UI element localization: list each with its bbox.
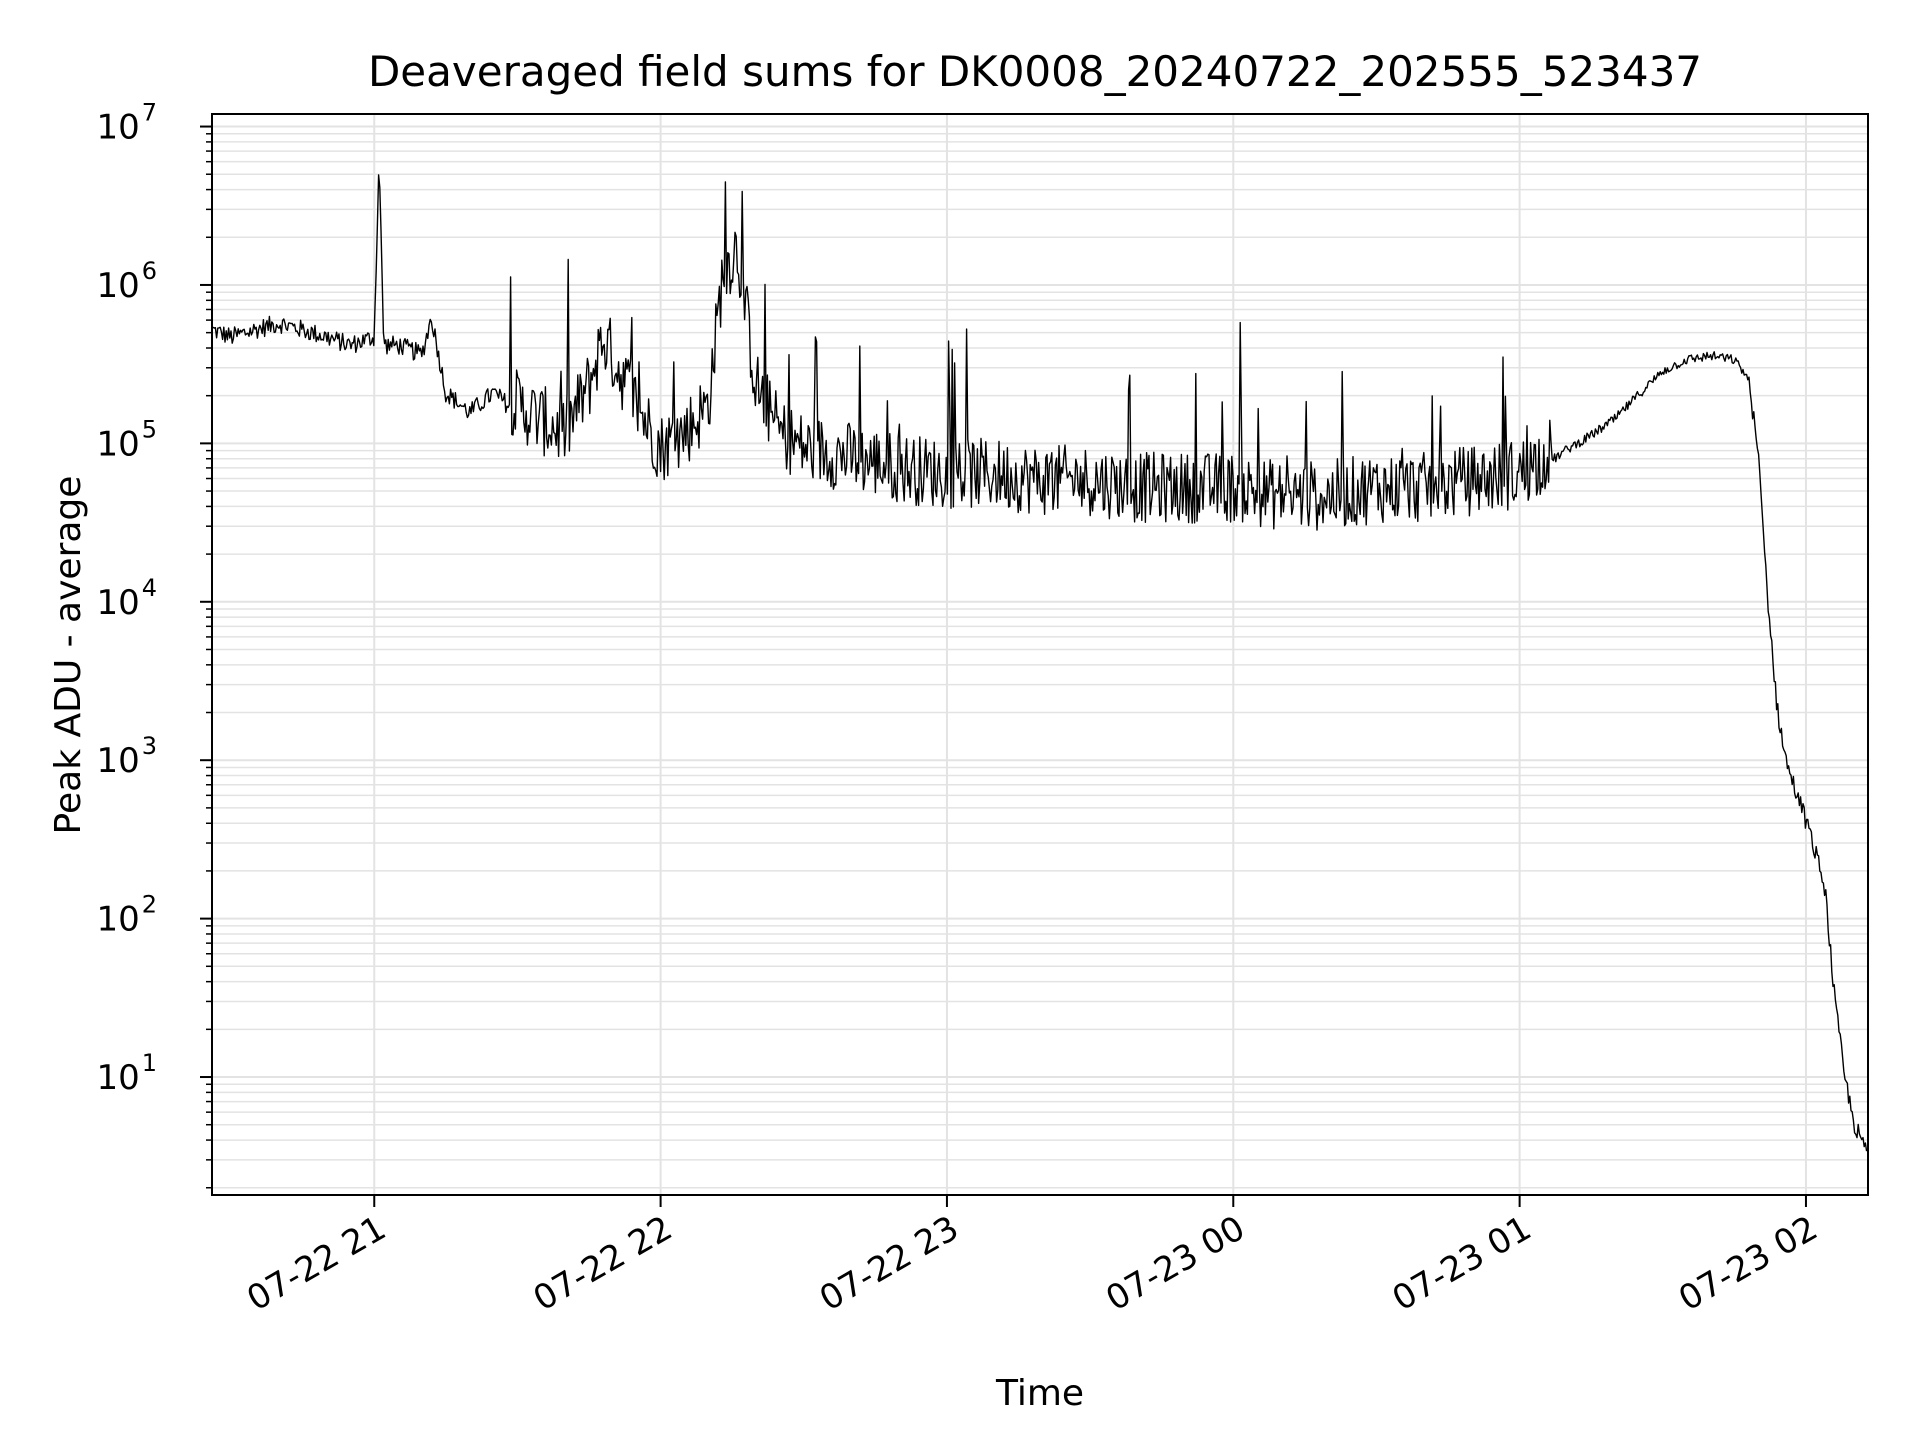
y-tick-exponent: 3 <box>142 732 157 760</box>
x-axis-label: Time <box>995 1373 1084 1414</box>
y-tick-label: 104 <box>96 574 157 623</box>
y-tick-label: 101 <box>96 1049 157 1098</box>
chart-title: Deaveraged field sums for DK0008_2024072… <box>368 47 1702 96</box>
y-tick-exponent: 4 <box>142 574 157 602</box>
y-tick-exponent: 7 <box>142 99 157 127</box>
y-tick-exponent: 1 <box>142 1049 157 1077</box>
y-tick-exponent: 2 <box>142 891 157 919</box>
x-axis: 07-22 21 07-22 22 07-22 23 07-23 00 07-23 01… <box>240 1195 1824 1319</box>
x-tick-label: 07-22 21 <box>240 1208 392 1319</box>
y-axis: 101 102 103 104 105 106 107 <box>96 99 212 1189</box>
plot-area <box>211 113 1869 1196</box>
y-tick-label: 105 <box>96 415 157 464</box>
grid-lines <box>212 114 1868 1195</box>
x-tick-label: 07-22 23 <box>813 1208 965 1319</box>
series-line <box>212 174 1868 1152</box>
y-tick-label: 102 <box>96 891 157 940</box>
y-tick-exponent: 5 <box>142 415 157 443</box>
y-tick-label: 106 <box>96 257 157 306</box>
x-tick-label: 07-23 01 <box>1386 1208 1538 1319</box>
y-tick-label: 107 <box>96 99 157 148</box>
x-tick-label: 07-23 02 <box>1672 1208 1824 1319</box>
y-tick-exponent: 6 <box>142 257 157 285</box>
x-tick-label: 07-23 00 <box>1099 1208 1251 1319</box>
x-tick-label: 07-22 22 <box>527 1208 679 1319</box>
y-axis-label: Peak ADU - average <box>48 476 89 835</box>
y-tick-label: 103 <box>96 732 157 781</box>
